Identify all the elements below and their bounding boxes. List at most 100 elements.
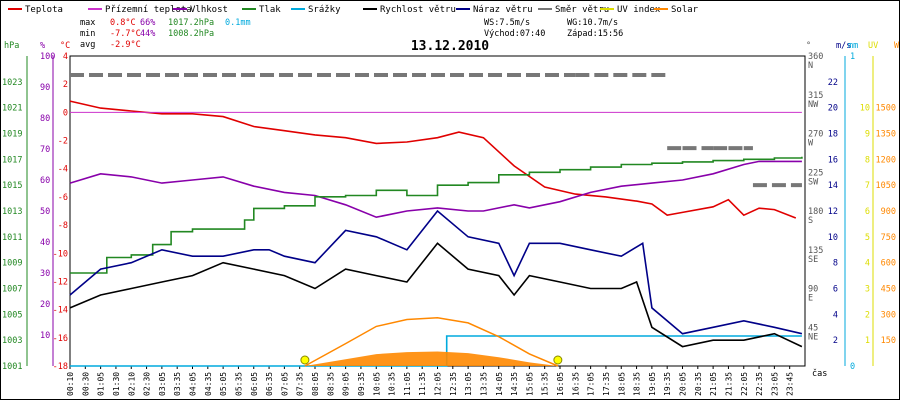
tick-label: 1050 [876, 181, 896, 191]
x-tick-label: 15:05 [525, 372, 534, 396]
x-tick-label: 06:35 [265, 372, 274, 396]
tick-label: 270 [808, 130, 823, 140]
x-tick-label: 17:35 [602, 372, 611, 396]
x-tick-label: 11:05 [403, 372, 412, 396]
tick-label: 4 [865, 259, 870, 269]
tick-label: -10 [53, 249, 68, 259]
x-tick-label: 22:05 [740, 372, 749, 396]
tick-label: 1003 [2, 336, 22, 346]
tick-label: -6 [58, 193, 68, 203]
legend-label: Tlak [259, 5, 281, 15]
tick-label: 1019 [2, 130, 22, 140]
tick-label: SE [808, 255, 818, 265]
tick-label: 1 [850, 52, 855, 62]
tick-label: 1007 [2, 285, 22, 295]
tick-label: 16 [828, 155, 838, 165]
tick-label: 1001 [2, 362, 22, 372]
x-tick-label: 11:35 [418, 372, 427, 396]
legend-label: Vlhkost [190, 5, 228, 15]
series-solar [304, 317, 559, 367]
legend-label: Rychlost větru [380, 5, 456, 15]
x-tick-label: 19:05 [648, 372, 657, 396]
tick-label: 40 [40, 238, 50, 248]
tick-label: 225 [808, 168, 823, 178]
tick-label: 600 [881, 259, 896, 269]
x-tick-label: 13:35 [479, 372, 488, 396]
x-tick-label: 10:05 [372, 372, 381, 396]
tick-label: 1 [865, 336, 870, 346]
x-tick-label: 14:35 [510, 372, 519, 396]
x-tick-label: 18:35 [633, 372, 642, 396]
tick-label: 315 [808, 91, 823, 101]
tick-label: 3 [865, 285, 870, 295]
tick-label: 22 [828, 78, 838, 88]
legend-label: Teplota [25, 5, 63, 15]
x-tick-label: 02:30 [143, 372, 152, 396]
series-n-raz-v-tru [69, 209, 803, 335]
tick-label: 750 [881, 233, 896, 243]
stat-value: 44% [140, 29, 155, 39]
x-tick-label: 14:05 [495, 372, 504, 396]
axis-title: ° [806, 41, 811, 51]
tick-label: -14 [53, 306, 68, 316]
tick-label: 0 [63, 108, 68, 118]
stats-block: max 0.8°C 66% 1017.2hPa 0.1mm min -7.7°C 44% 100… [80, 18, 623, 50]
tick-label: 180 [808, 207, 823, 217]
tick-label: 1005 [2, 310, 22, 320]
tick-label: 1015 [2, 181, 22, 191]
tick-label: 10 [860, 104, 870, 114]
series-wind-direction [70, 72, 802, 188]
tick-label: 8 [865, 155, 870, 165]
tick-label: 1200 [876, 155, 896, 165]
x-tick-label: 00:30 [81, 372, 90, 396]
series-tlak [70, 156, 803, 274]
wind-info: Východ:07:40 [484, 29, 545, 39]
tick-label: 20 [828, 104, 838, 114]
x-tick-label: 12:35 [449, 372, 458, 396]
x-tick-label: 15:35 [541, 372, 550, 396]
tick-label: SW [808, 177, 819, 187]
wind-info: WS:7.5m/s [484, 18, 530, 28]
series-solar-area [304, 351, 558, 366]
tick-label: -8 [58, 221, 68, 231]
tick-label: 50 [40, 207, 50, 217]
legend-label: Srážky [308, 5, 341, 15]
x-tick-label: 21:05 [709, 372, 718, 396]
x-tick-label: 05:35 [234, 372, 243, 396]
tick-label: -12 [53, 277, 68, 287]
x-tick-label: 04:05 [189, 372, 198, 396]
x-axis-label: čas [812, 368, 827, 379]
tick-label: 1011 [2, 233, 22, 243]
x-tick-label: 05:05 [219, 372, 228, 396]
x-tick-label: 20:05 [679, 372, 688, 396]
tick-label: 2 [865, 310, 870, 320]
tick-label: 20 [40, 300, 50, 310]
x-tick-label: 04:35 [204, 372, 213, 396]
tick-label: E [808, 294, 813, 304]
stat-value: 1008.2hPa [168, 29, 214, 39]
series-vlhkost [69, 160, 802, 219]
stat-value: 66% [140, 18, 155, 28]
axis-title: W [894, 41, 900, 51]
tick-label: 5 [865, 233, 870, 243]
tick-label: 12 [828, 207, 838, 217]
x-tick-label: 08:35 [326, 372, 335, 396]
stat-value: max [80, 18, 95, 28]
tick-label: 100 [40, 52, 55, 62]
stat-value: 1017.2hPa [168, 18, 214, 28]
x-tick-label: 13:05 [464, 372, 473, 396]
tick-label: 900 [881, 207, 896, 217]
tick-label: NE [808, 332, 818, 342]
tick-label: 60 [40, 176, 50, 186]
x-tick-label: 07:35 [296, 372, 305, 396]
chart-title: 13.12.2010 [411, 39, 489, 54]
x-tick-label: 23:05 [770, 372, 779, 396]
tick-label: 1350 [876, 130, 896, 140]
tick-label: 2 [63, 80, 68, 90]
tick-label: 2 [833, 336, 838, 346]
tick-label: 450 [881, 285, 896, 295]
axis-title: mm [848, 41, 858, 51]
legend-label: Směr větru [555, 5, 609, 15]
